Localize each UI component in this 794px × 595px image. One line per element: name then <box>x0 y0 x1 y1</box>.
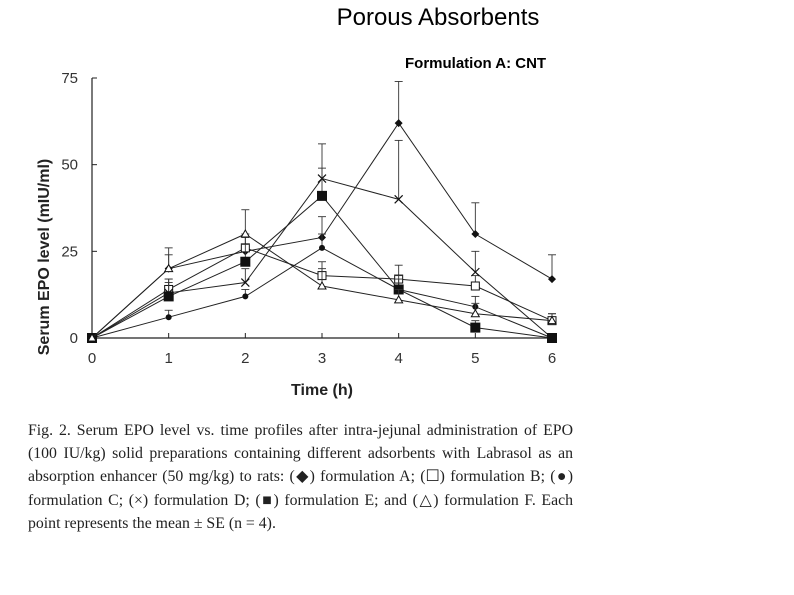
open-triangle-marker <box>547 315 557 325</box>
slide-title: Porous Absorbents <box>336 4 540 31</box>
open-triangle-marker <box>87 332 97 342</box>
series-formulation-F <box>87 209 557 342</box>
chart-series <box>87 81 557 343</box>
series-formulation-E <box>87 167 557 343</box>
circle-marker <box>319 244 325 251</box>
y-tick-label: 75 <box>61 70 78 87</box>
square-marker <box>163 291 174 302</box>
x-tick-label: 4 <box>394 350 402 367</box>
circle-marker <box>165 314 172 321</box>
open-triangle-marker <box>163 263 174 273</box>
x-tick-label: 5 <box>471 350 479 367</box>
open-triangle-marker <box>317 280 327 290</box>
circle-marker <box>242 293 249 300</box>
open-triangle-marker <box>240 228 251 238</box>
chart-axes: 0 1 2 3 4 5 6 0 25 50 75 <box>61 70 556 367</box>
x-tick-label: 1 <box>164 350 172 367</box>
x-tick-label: 6 <box>548 350 556 367</box>
diamond-marker <box>471 230 480 238</box>
formulation-annotation: Formulation A: CNT <box>405 55 547 72</box>
square-marker <box>317 190 327 201</box>
open-triangle-marker <box>470 308 481 318</box>
y-tick-label: 0 <box>70 330 78 347</box>
y-tick-label: 50 <box>61 157 78 174</box>
cross-marker <box>470 267 480 277</box>
square-marker <box>240 256 251 267</box>
x-tick-label: 2 <box>241 350 249 367</box>
open-square-marker <box>470 281 480 291</box>
cross-marker <box>394 194 404 204</box>
cross-marker <box>240 278 250 287</box>
figure-caption: Fig. 2. Serum EPO level vs. time profile… <box>28 422 573 532</box>
x-tick-label: 3 <box>318 350 326 367</box>
open-triangle-marker <box>393 294 404 304</box>
square-marker <box>470 322 481 333</box>
y-axis-label: Serum EPO level (mIU/ml) <box>36 159 53 356</box>
diamond-marker <box>548 275 556 284</box>
square-marker <box>547 333 557 343</box>
x-tick-label: 0 <box>88 350 96 367</box>
serum-epo-chart: 0 1 2 3 4 5 6 0 25 50 75 Time (h) Serum EPO level … <box>36 70 557 399</box>
y-tick-label: 25 <box>61 243 78 260</box>
diamond-marker <box>394 119 403 128</box>
series-formulation-A <box>88 81 556 342</box>
x-axis-label: Time (h) <box>291 382 353 399</box>
